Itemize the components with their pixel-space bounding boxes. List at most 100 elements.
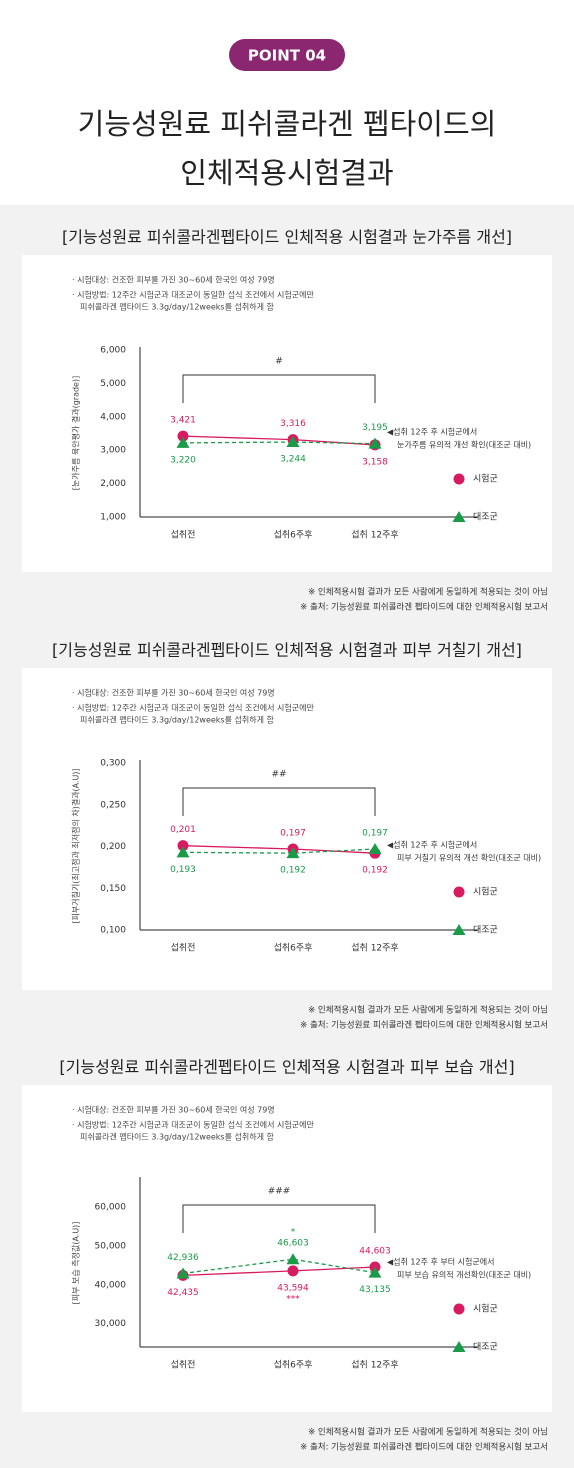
y-tick-label: 1,000 [100,513,126,523]
legend-marker [452,1341,466,1352]
value-label: 0,192 [362,866,388,876]
marker [368,843,382,855]
section-heading: [기능성원료 피쉬콜라겐펩타이드 인체적용 시험결과 피부 보습 개선] [59,1058,514,1077]
y-axis-label: [피부 보습 측정값(A.U)] [71,1222,81,1305]
x-tick-label: 섭취6주후 [274,530,313,541]
point-note: * [291,1228,296,1238]
value-label: 46,603 [277,1239,309,1249]
value-label: 0,201 [170,825,196,835]
legend-marker [453,473,465,485]
annotation: 피부 거칠기 유의적 개선 확인(대조군 대비) [397,853,541,863]
significance-bracket [182,787,376,816]
x-tick-label: 섭취전 [171,1360,196,1371]
x-tick-label: 섭취 12주후 [351,943,398,954]
marker [368,437,382,449]
badge [229,39,345,71]
value-label: 0,193 [170,865,196,875]
legend-marker [452,511,466,522]
y-tick-label: 3,000 [100,446,126,456]
marker [176,436,190,448]
section-heading: [기능성원료 피쉬콜라겐펩타이드 인체적용 시험결과 피부 거칠기 개선] [52,641,522,660]
y-tick-label: 0,250 [100,800,126,810]
footnote: ※ 출처: 기능성원료 피쉬콜라겐 펩타이드에 대한 인체적용시험 보고서 [300,1442,548,1453]
marker [177,430,189,442]
page-title: 기능성원료 피쉬콜라겐 펩타이드의 [78,107,497,141]
legend-label: 시험군 [473,887,498,898]
card [22,1085,552,1412]
note: 피쉬콜라겐 펩타이드 3.3g/day/12weeks를 섭취하게 함 [80,302,274,312]
marker [177,840,189,852]
x-tick-label: 섭취6주후 [274,1360,313,1371]
y-tick-label: 0,200 [100,842,126,852]
annotation: ◀섭취 12주 후 시험군에서 [387,427,477,437]
marker [368,1266,382,1278]
annotation: ◀섭취 12주 후 부터 시험군에서 [387,1257,494,1267]
x-tick-label: 섭취 12주후 [351,1360,398,1371]
note: 피쉬콜라겐 펩타이드 3.3g/day/12weeks를 섭취하게 함 [80,715,274,725]
y-tick-label: 4,000 [100,412,126,422]
x-tick-label: 섭취전 [171,530,196,541]
footnote: ※ 출처: 기능성원료 피쉬콜라겐 펩타이드에 대한 인체적용시험 보고서 [300,602,548,613]
footnote: ※ 인체적용시험 결과가 모든 사람에게 동일하게 적용되는 것이 아님 [308,1005,548,1016]
legend-label: 시험군 [473,474,498,485]
card [22,668,552,990]
y-tick-label: 0,300 [100,759,126,769]
note: · 시험대상: 건조한 피부를 가진 30~60세 한국인 여성 79명 [72,1105,275,1115]
legend-marker [453,886,465,898]
footnote: ※ 인체적용시험 결과가 모든 사람에게 동일하게 적용되는 것이 아님 [308,587,548,598]
note: · 시험방법: 12주간 시험군과 대조군이 동일한 섭식 조건에서 시험군에만 [72,1120,314,1130]
note: · 시험방법: 12주간 시험군과 대조군이 동일한 섭식 조건에서 시험군에만 [72,703,314,713]
y-tick-label: 0,150 [100,884,126,894]
series-line [182,441,376,445]
value-label: 0,197 [280,829,306,839]
value-label: 43,594 [277,1283,309,1293]
marker [286,436,300,448]
marker [286,1253,300,1265]
value-label: 43,135 [359,1285,391,1295]
annotation: 눈가주름 유의적 개선 확인(대조군 대비) [397,440,531,450]
marker [286,847,300,859]
value-label: 42,936 [167,1253,199,1263]
value-label: 3,220 [170,455,196,465]
x-tick-label: 섭취6주후 [274,943,313,954]
y-axis-label: [피부거칠기(최고점과 최저점의 차)결과(A.U)] [71,768,81,923]
note: 피쉬콜라겐 펩타이드 3.3g/day/12weeks를 섭취하게 함 [80,1132,274,1142]
legend-marker [452,924,466,935]
series-line [182,848,376,854]
footnote: ※ 출처: 기능성원료 피쉬콜라겐 펩타이드에 대한 인체적용시험 보고서 [300,1020,548,1031]
significance-bracket [182,374,376,403]
page-title: 인체적용시험결과 [180,156,393,190]
y-tick-label: 40,000 [95,1280,127,1290]
y-tick-label: 30,000 [95,1319,127,1329]
value-label: 0,192 [280,866,306,876]
annotation: 피부 보습 유의적 개선확인(대조군 대비) [397,1270,531,1280]
point-note: *** [286,1294,300,1304]
y-tick-label: 2,000 [100,479,126,489]
value-label: 44,603 [359,1246,391,1256]
marker [176,1267,190,1279]
significance-bracket [182,1204,376,1233]
section-heading: [기능성원료 피쉬콜라겐펩타이드 인체적용 시험결과 눈가주름 개선] [62,228,512,247]
value-label: 3,421 [170,416,196,426]
note: · 시험대상: 건조한 피부를 가진 30~60세 한국인 여성 79명 [72,275,275,285]
legend-label: 대조군 [473,1342,498,1353]
note: · 시험대상: 건조한 피부를 가진 30~60세 한국인 여성 79명 [72,688,275,698]
significance-mark: # [275,357,283,367]
marker [176,846,190,858]
y-axis-label: [눈가주름 육안평가 결과(grade)] [71,376,81,490]
note: · 시험방법: 12주간 시험군과 대조군이 동일한 섭식 조건에서 시험군에만 [72,290,314,300]
value-label: 42,435 [167,1288,199,1298]
marker [287,1265,299,1277]
series-line [182,1258,376,1275]
annotation: ◀섭취 12주 후 시험군에서 [387,840,477,850]
legend-label: 시험군 [473,1304,498,1315]
y-tick-label: 0,100 [100,926,126,936]
legend-marker [453,1303,465,1315]
significance-mark: ## [271,770,286,780]
legend-label: 대조군 [473,925,498,936]
legend-label: 대조군 [473,512,498,523]
value-label: 3,316 [280,419,306,429]
badge-text: POINT 04 [248,47,326,65]
